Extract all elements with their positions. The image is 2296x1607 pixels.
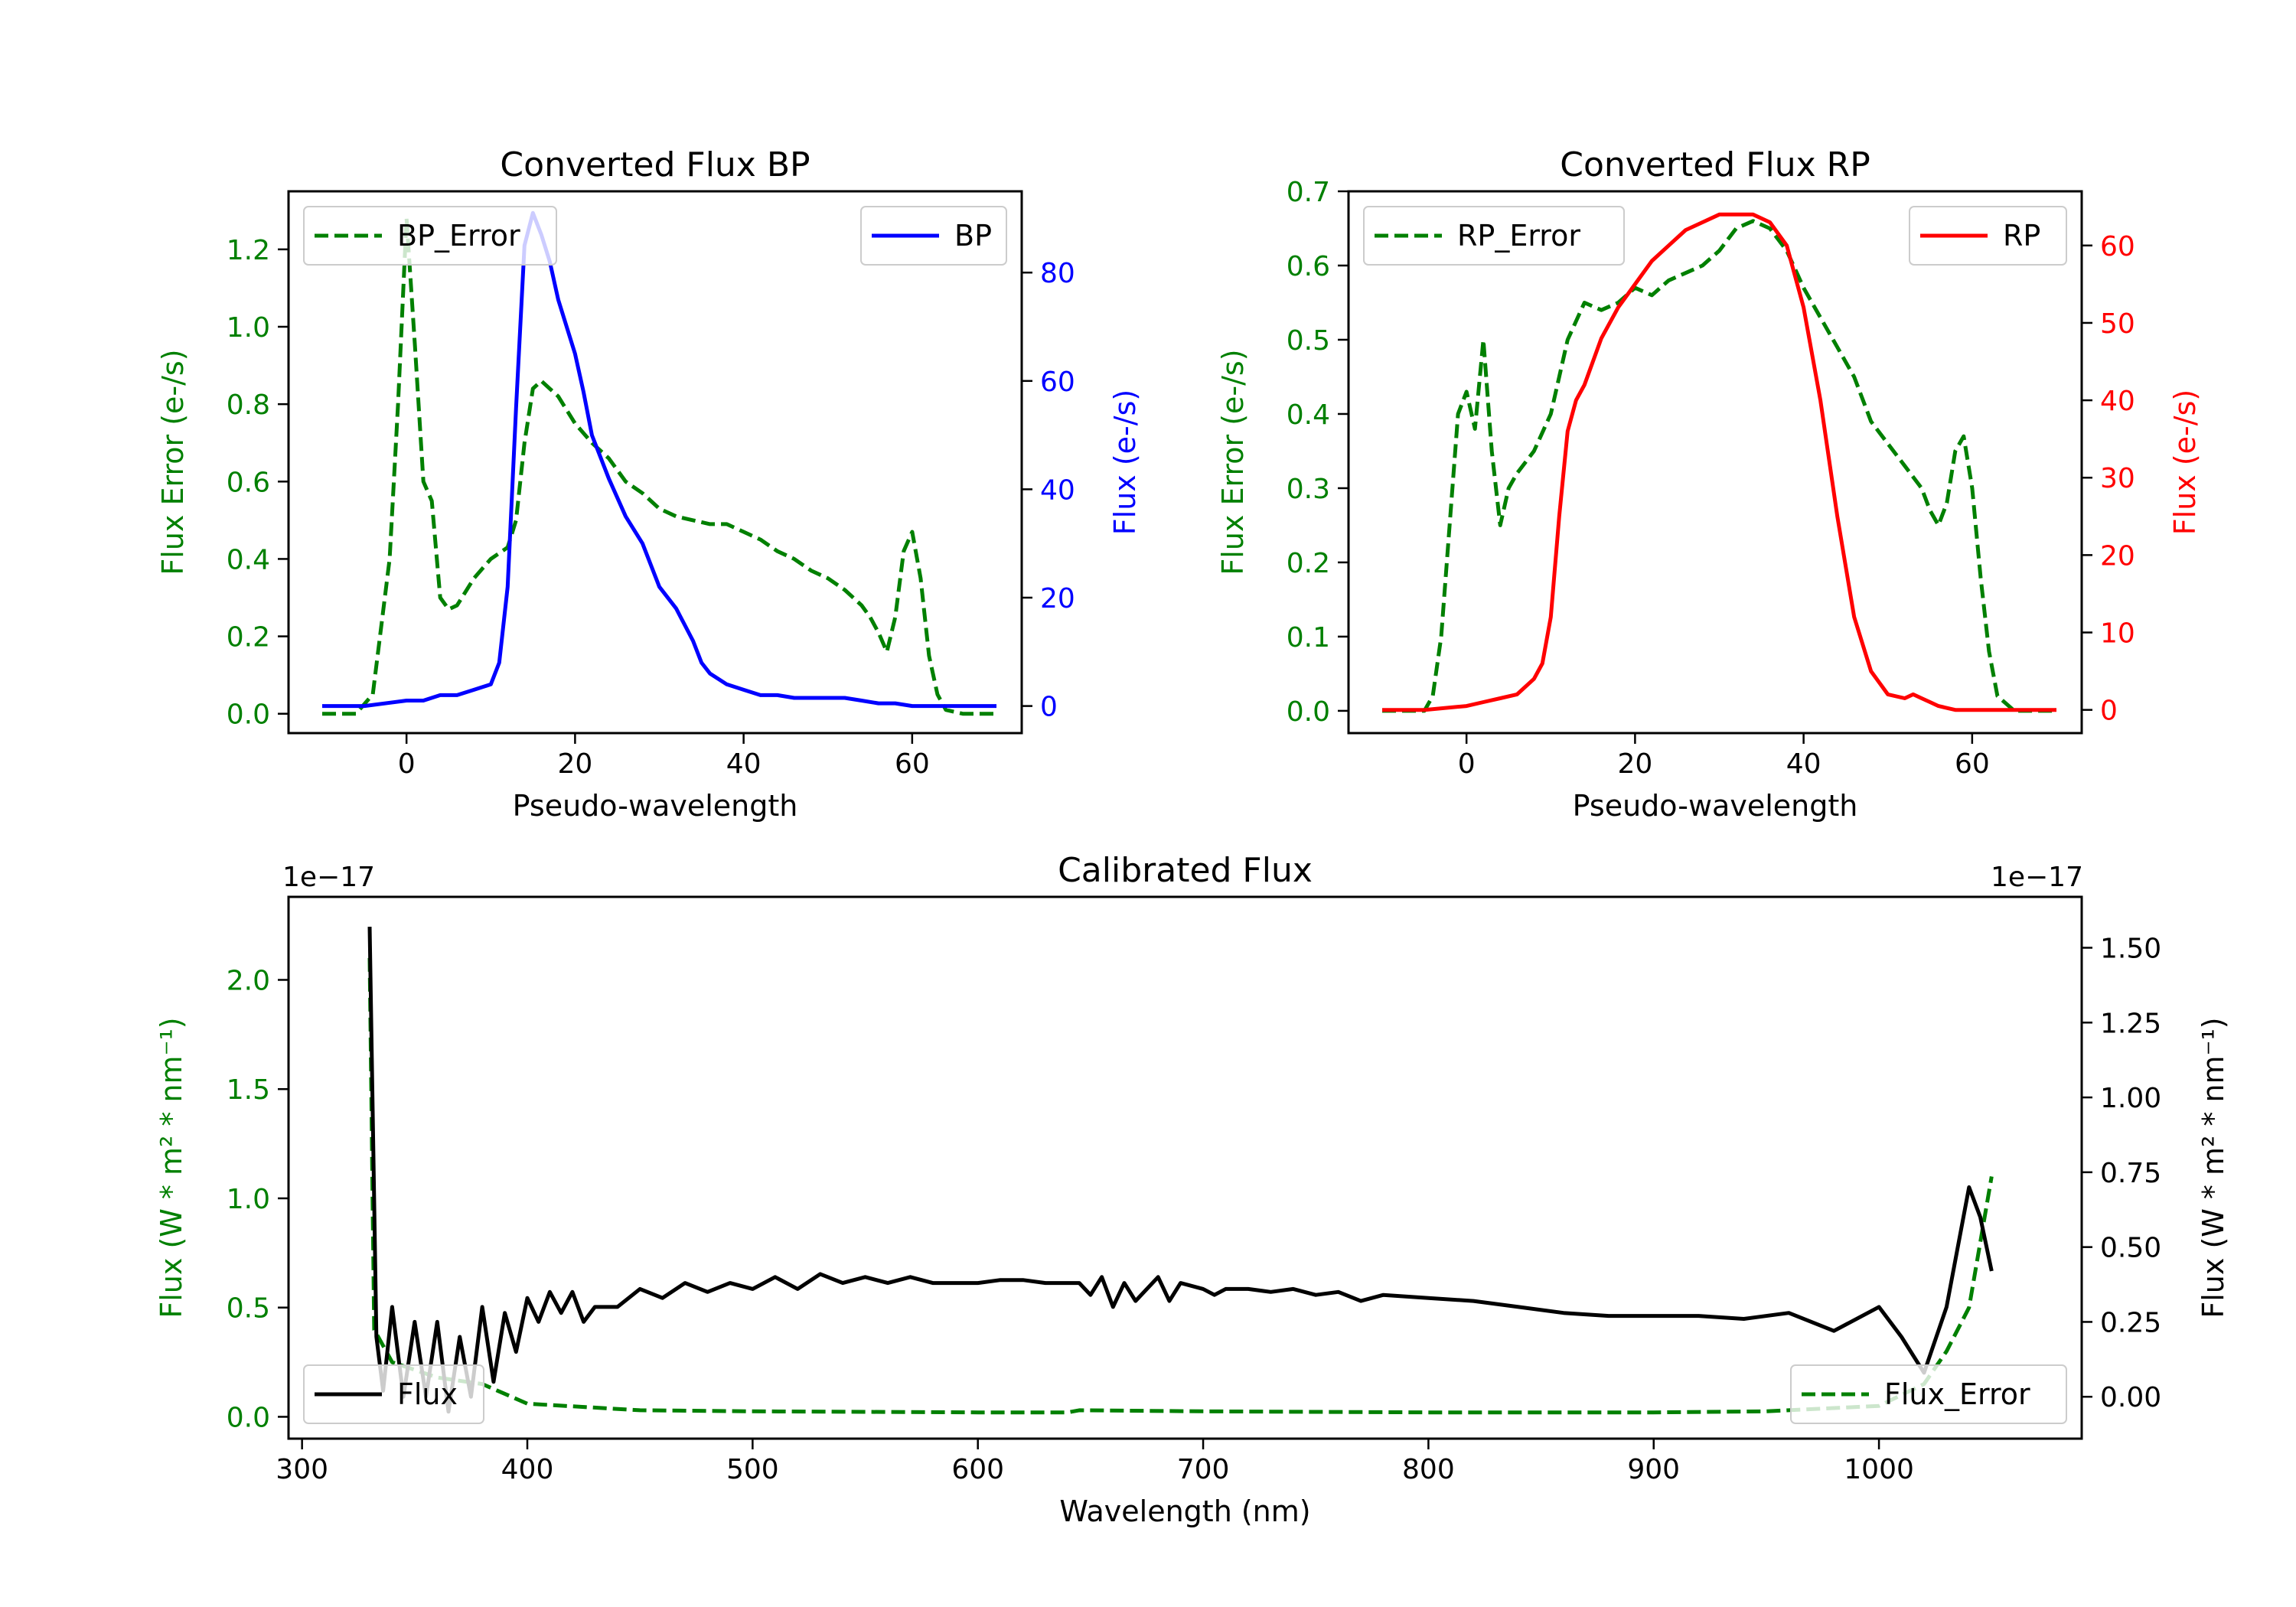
y-left-axis-label: Flux Error (e-/s) [156,349,190,575]
y-left-tick-label: 0.0 [227,1402,270,1433]
series-line-bp [322,210,996,709]
y-left-tick-label: 0.7 [1287,177,1330,208]
legend-label: BP_Error [397,219,520,253]
x-axis-label: Wavelength (nm) [1059,1495,1310,1528]
y-left-tick-label: 0.8 [227,390,270,421]
chart-title: Calibrated Flux [1058,851,1313,890]
y-left-tick-label: 0.1 [1287,622,1330,654]
subplot-2 [1338,190,2092,744]
legend-bp-error [303,206,557,266]
y-left-tick-label: 2.0 [227,965,270,996]
legend-label: Flux [397,1377,458,1411]
x-axis-label: Pseudo-wavelength [513,789,798,823]
legend-rp [1909,206,2067,266]
axes-frame [1347,190,2083,735]
series-line-flux [367,927,1994,1414]
y-left-tick-label: 0.5 [1287,325,1330,357]
legend-box [303,1364,484,1424]
legend-box [1909,206,2067,266]
y-left-tick-label: 1.5 [227,1074,270,1106]
y-right-tick-label: 0 [2100,696,2118,727]
chart-title: Converted Flux RP [1560,145,1870,184]
y-right-tick-label: 80 [1040,258,1075,289]
subplot-1 [278,190,1032,744]
y-right-tick-label: 60 [1040,367,1075,398]
x-tick-label: 40 [1786,748,1821,780]
y-left-tick-label: 1.0 [227,1184,270,1215]
legend-flux [303,1364,484,1424]
legend-box [1363,206,1625,266]
y-right-tick-label: 0.25 [2100,1307,2161,1338]
y-right-tick-label: 1.00 [2100,1083,2161,1114]
y-right-tick-label: 1.50 [2100,933,2161,964]
x-tick-label: 20 [1617,748,1652,780]
y-right-axis-label: Flux (W * m² * nm⁻¹) [2197,1017,2230,1318]
y-right-tick-label: 0.50 [2100,1233,2161,1264]
y-left-tick-label: 0.5 [227,1293,270,1325]
y-right-tick-label: 0 [1040,692,1058,723]
x-tick-label: 400 [501,1454,554,1485]
y-left-tick-label: 0.4 [227,544,270,575]
x-axis-label: Pseudo-wavelength [1573,789,1858,823]
x-tick-label: 700 [1177,1454,1230,1485]
y-right-tick-label: 30 [2100,463,2135,494]
y-right-tick-label: 60 [2100,231,2135,262]
legend-label: RP_Error [1457,219,1580,253]
y-left-tick-label: 1.0 [227,312,270,344]
y-left-offset-text: 1e−17 [282,862,375,893]
x-tick-label: 300 [276,1454,328,1485]
y-right-offset-text: 1e−17 [1991,862,2083,893]
legend-rp-error [1363,206,1625,266]
x-tick-label: 20 [557,748,592,780]
y-right-axis-label: Flux (e-/s) [1108,390,1142,535]
legend-box [303,206,557,266]
y-right-tick-label: 20 [1040,583,1075,614]
y-left-tick-label: 0.6 [227,467,270,498]
y-left-tick-label: 0.2 [227,622,270,654]
x-tick-label: 900 [1627,1454,1680,1485]
legend-label: RP [2003,219,2040,253]
x-tick-label: 60 [895,748,930,780]
legend-bp [860,206,1007,266]
legend-box [1790,1364,2067,1424]
y-right-tick-label: 40 [2100,386,2135,417]
x-tick-label: 600 [951,1454,1004,1485]
axes-frame [287,190,1023,735]
y-left-axis-label: Flux (W * m² * nm⁻¹) [155,1017,188,1318]
y-right-tick-label: 40 [1040,474,1075,506]
legend-flux-error [1790,1364,2067,1424]
y-left-tick-label: 1.2 [227,235,270,266]
y-right-tick-label: 20 [2100,540,2135,572]
y-left-tick-label: 0.3 [1287,474,1330,505]
x-tick-label: 500 [726,1454,779,1485]
legend-label: BP [954,219,992,253]
x-tick-label: 0 [398,748,416,780]
y-right-tick-label: 0.00 [2100,1382,2161,1413]
y-left-tick-label: 0.0 [1287,696,1330,728]
legend-label: Flux_Error [1884,1377,2030,1411]
x-tick-label: 1000 [1844,1454,1914,1485]
series-line-bp-error [322,216,996,716]
x-tick-label: 60 [1955,748,1990,780]
x-tick-label: 0 [1458,748,1476,780]
x-tick-label: 40 [726,748,762,780]
y-left-tick-label: 0.2 [1287,548,1330,579]
series-line-rp-error [1382,219,2056,713]
subplot-3 [278,895,2092,1449]
series-line-rp [1382,212,2056,712]
y-left-tick-label: 0.0 [227,699,270,731]
chart-title: Converted Flux BP [500,145,810,184]
y-right-tick-label: 10 [2100,618,2135,650]
y-right-tick-label: 0.75 [2100,1158,2161,1189]
axes-frame [287,895,2083,1440]
x-tick-label: 800 [1402,1454,1455,1485]
y-right-tick-label: 1.25 [2100,1008,2161,1039]
y-left-tick-label: 0.4 [1287,399,1330,431]
y-left-axis-label: Flux Error (e-/s) [1216,349,1250,575]
y-left-tick-label: 0.6 [1287,251,1330,282]
y-right-axis-label: Flux (e-/s) [2168,390,2202,535]
y-right-tick-label: 50 [2100,308,2135,340]
